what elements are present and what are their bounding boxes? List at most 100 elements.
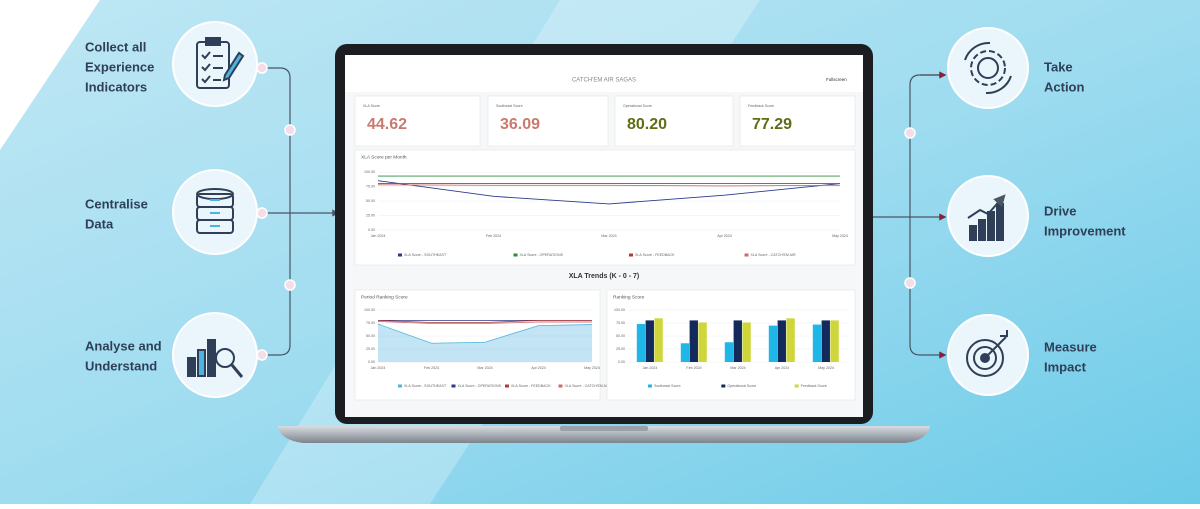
bar [733,320,742,362]
line-series [377,184,841,187]
legend-swatch [451,384,456,388]
legend-swatch [558,384,563,388]
left-connector [267,67,340,356]
left-label: Collect all [85,39,146,54]
y-tick-label: 50.00 [366,334,375,338]
x-tick-label: Mar 2024 [477,366,492,370]
legend-label: XLA Score - SOUTHEAST [404,253,447,257]
fullscreen-button[interactable]: Fullscreen [826,77,847,82]
kpi-card [614,95,734,147]
kpi-card [739,95,856,147]
y-tick-label: 75.00 [366,184,375,188]
charts: XLA Score per Month 0.00 25.00 50.00 75.00 10… [354,149,856,401]
area-fill [378,324,592,362]
x-tick-label: May 2024 [584,366,600,370]
laptop-notch [560,426,648,431]
legend-swatch [721,384,726,388]
legend-swatch [744,253,749,257]
right-dots [904,127,916,289]
kpi-label: Operational Score [623,104,652,108]
legend-label: XLA Score - OPERATIONS [520,253,564,257]
y-tick-label: 75.00 [616,321,625,325]
legend-label: XLA Score - SOUTHEAST [404,384,447,388]
y-tick-label: 50.00 [366,199,375,203]
kpi-value: 77.29 [752,116,792,133]
legend-swatch [398,384,402,388]
kpi-label: XLA Score [363,104,380,108]
line-series [377,321,592,324]
legend-label: Operational Score [727,384,756,388]
dashboard-title: CATCH'EM AIR SAGAS [572,78,636,84]
y-tick-label: 50.00 [616,334,625,338]
bar [636,324,646,362]
left-dots [256,62,296,361]
right-label: Action [1044,79,1085,94]
y-tick-label: 100.00 [364,308,375,312]
legend-swatch [398,253,402,257]
bar [786,318,795,362]
section-title: XLA Trends (K - 0 - 7) [569,273,640,280]
bar [645,320,654,362]
right-label: Measure [1044,339,1097,354]
x-tick-label: Apr 2024 [717,234,732,238]
chart-title: Ranking Score [613,294,645,300]
legend-label: XLA Score - CATCH'EM AIR [751,253,797,257]
right-label: Improvement [1044,223,1126,238]
bar [724,342,734,362]
left-label: Data [85,216,114,231]
line-series [377,320,592,323]
x-tick-label: Feb 2024 [686,366,701,370]
legend-swatch [505,384,509,388]
bar [777,320,786,362]
icon-circles [172,21,1029,398]
legend-swatch [794,384,799,388]
y-tick-label: 75.00 [366,321,375,325]
bar [812,324,822,362]
legend-swatch [629,253,633,257]
y-tick-label: 25.00 [616,347,625,351]
line-series [377,323,593,344]
icons [187,37,1012,378]
x-tick-label: May 2024 [818,366,834,370]
legend-label: XLA Score - FEEDBACK [511,384,551,388]
y-tick-label: 100.00 [364,170,375,174]
x-tick-label: Apr 2024 [531,366,546,370]
x-tick-label: Feb 2024 [424,366,439,370]
bar [689,320,698,362]
legend-label: XLA Score - CATCH'EM AIR [565,384,611,388]
bar [742,322,751,362]
kpi-card [487,95,609,147]
left-label: Understand [85,358,157,373]
chart-title: XLA Score per Month [361,154,407,160]
kpi-value: 44.62 [367,116,407,133]
dashboard-header [345,55,863,92]
x-tick-label: May 2024 [832,234,848,238]
chart-panel [354,289,601,401]
right-label: Drive [1044,203,1077,218]
left-label: Analyse and [85,338,162,353]
right-labels: Take Action Drive Improvement Measure Impact [1044,59,1126,374]
y-tick-label: 0.00 [368,228,375,232]
left-label: Indicators [85,79,147,94]
y-tick-label: 0.00 [368,360,375,364]
bar [698,322,707,362]
kpi-label: Southeast Score [496,104,523,108]
y-tick-label: 25.00 [366,347,375,351]
x-tick-label: Apr 2024 [775,366,790,370]
bar [768,325,778,362]
legend-label: XLA Score - FEEDBACK [635,253,675,257]
bar [654,318,663,362]
left-label: Centralise [85,196,148,211]
line-series [377,180,841,205]
x-tick-label: Jan 2024 [371,366,386,370]
x-tick-label: Mar 2024 [601,234,616,238]
right-label: Impact [1044,359,1087,374]
chart-title: Period Ranking Score [361,294,408,300]
y-tick-label: 0.00 [618,360,625,364]
laptop-base [278,426,930,443]
legend-label: Feedback Score [801,384,827,388]
legend-label: Southeast Score [654,384,681,388]
kpi-value: 36.09 [500,116,540,133]
bar [830,320,839,362]
